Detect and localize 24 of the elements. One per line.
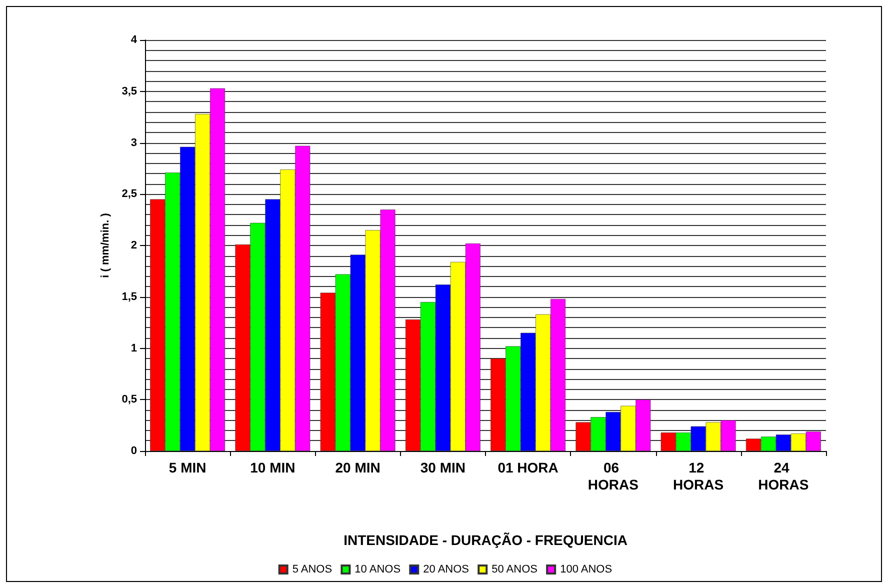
y-tick-label: 2 <box>130 240 137 252</box>
x-tick-label: 10 MIN <box>250 460 296 476</box>
x-tick-label: 20 MIN <box>335 460 380 476</box>
y-tick-label: 1,5 <box>122 290 137 303</box>
x-tick-label: 06 HORAS <box>588 460 638 492</box>
legend-label: 100 ANOS <box>560 564 612 576</box>
y-tick-label: 0 <box>130 445 137 457</box>
legend-label: 5 ANOS <box>292 564 332 576</box>
y-tick-label: 3 <box>130 136 137 149</box>
y-tick-label: 0,5 <box>122 394 137 406</box>
x-tick-label: 01 HORA <box>498 460 558 476</box>
y-tick-label: 4 <box>130 34 138 46</box>
legend-label: 50 ANOS <box>492 564 538 576</box>
y-tick-label: 3,5 <box>122 85 137 98</box>
legend-label: 10 ANOS <box>354 564 401 576</box>
y-tick-label: 2,5 <box>122 188 137 200</box>
legend-label: 20 ANOS <box>423 564 470 576</box>
x-axis-title: INTENSIDADE - DURAÇÃO - FREQUENCIA <box>344 532 628 548</box>
y-tick-label: 1 <box>130 342 137 354</box>
x-tick-label: 30 MIN <box>420 460 466 476</box>
x-tick-label: 12 HORAS <box>673 460 724 492</box>
x-tick-label: 5 MIN <box>168 460 206 476</box>
y-axis-title: i ( mm/min. ) <box>99 212 112 278</box>
x-tick-label: 24 HORAS <box>758 460 809 492</box>
